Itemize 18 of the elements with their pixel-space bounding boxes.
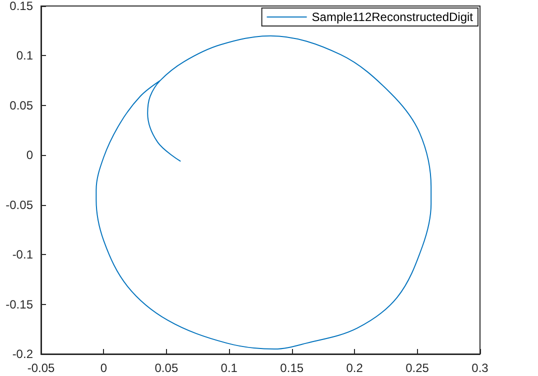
line-series — [96, 35, 432, 350]
x-tick-label: -0.05 — [27, 361, 55, 375]
y-tick-label: -0.05 — [6, 198, 34, 212]
y-tick-label: 0.15 — [10, 0, 34, 13]
x-tick-label: 0.2 — [346, 361, 364, 375]
x-tick-label: 0 — [100, 361, 108, 375]
legend-label: Sample112ReconstructedDigit — [312, 10, 474, 24]
y-tick-label: -0.15 — [6, 297, 34, 312]
x-tick-label: 0.3 — [472, 361, 489, 375]
x-tick-label: 0.05 — [154, 361, 178, 375]
y-tick-label: 0.1 — [16, 48, 34, 63]
y-tick-label: 0.05 — [10, 98, 34, 112]
y-tick-label: 0 — [26, 148, 34, 162]
x-tick-label: 0.1 — [220, 361, 238, 375]
y-tick-label: -0.1 — [12, 248, 34, 262]
x-tick-label: 0.15 — [280, 361, 304, 375]
x-tick-label: 0.25 — [406, 361, 430, 375]
y-tick-label: -0.2 — [12, 347, 34, 361]
